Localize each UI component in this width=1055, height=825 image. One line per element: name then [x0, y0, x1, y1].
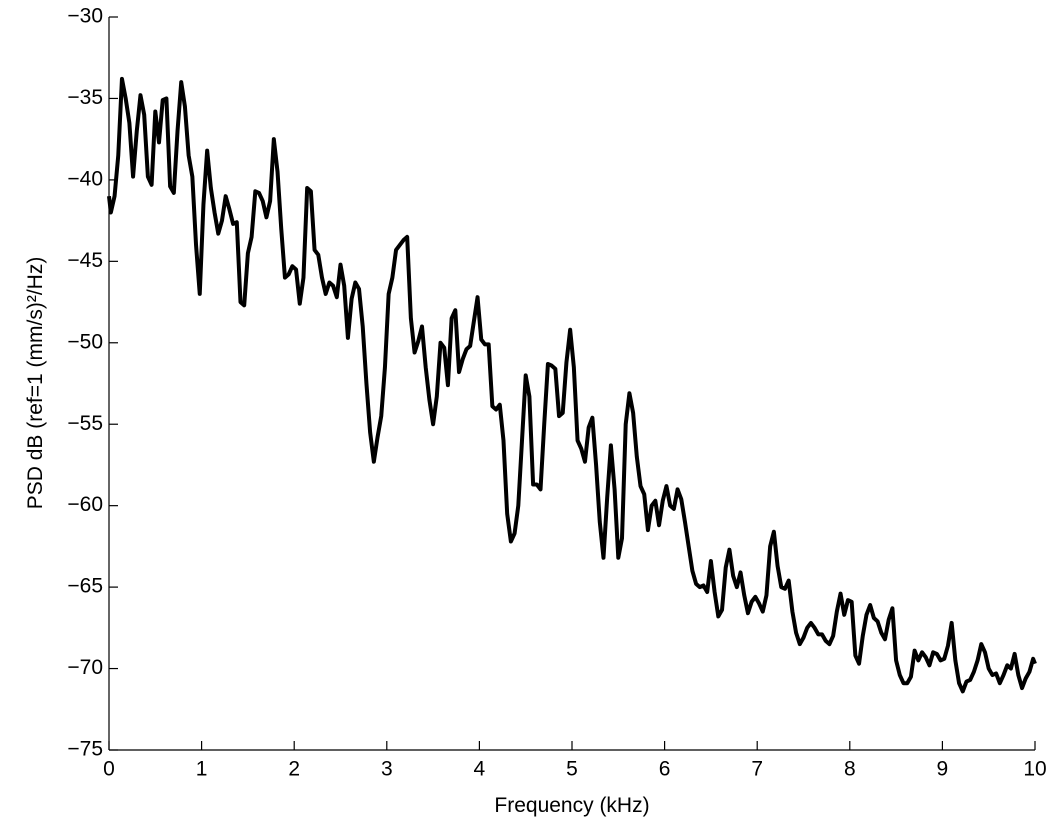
x-tick-label: 9	[937, 758, 949, 781]
y-tick-label: −60	[67, 493, 103, 516]
y-tick-label: −65	[67, 575, 103, 598]
y-tick-label: −40	[67, 167, 103, 190]
x-tick-label: 6	[659, 758, 671, 781]
y-tick-label: −75	[67, 738, 103, 761]
x-tick-label: 2	[288, 758, 300, 781]
y-tick-label: −70	[67, 656, 103, 679]
y-tick-label: −30	[67, 5, 103, 28]
x-tick-label: 4	[474, 758, 486, 781]
data-line	[107, 76, 1037, 694]
x-tick-label: 3	[381, 758, 393, 781]
y-tick-label: −50	[67, 330, 103, 353]
x-tick-label: 10	[1023, 758, 1046, 781]
x-tick-label: 8	[844, 758, 856, 781]
x-tick-label: 5	[566, 758, 578, 781]
y-axis-label: PSD dB (ref=1 (mm/s)²/Hz)	[24, 257, 47, 510]
x-tick-label: 1	[196, 758, 208, 781]
y-tick-label: −35	[67, 86, 103, 109]
y-tick-label: −45	[67, 249, 103, 272]
x-tick-label: 0	[103, 758, 115, 781]
x-tick-label: 7	[751, 758, 763, 781]
y-tick-label: −55	[67, 412, 103, 435]
x-axis-label: Frequency (kHz)	[494, 794, 649, 817]
